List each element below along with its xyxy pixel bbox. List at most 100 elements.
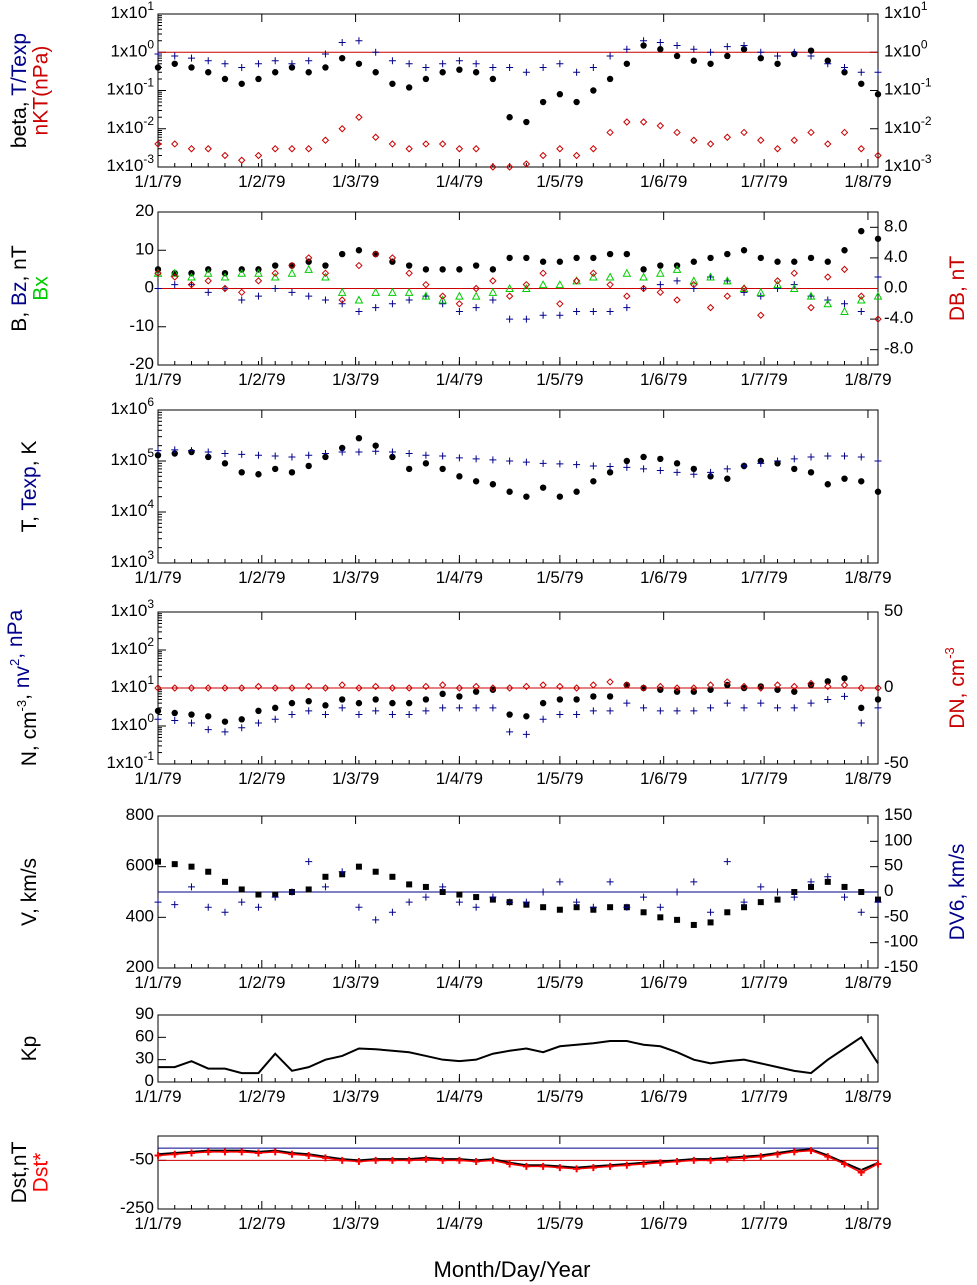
data-point [255,75,262,83]
data-point [690,57,698,64]
data-point [321,684,330,692]
panel-frame [157,1135,879,1210]
data-point [707,468,715,476]
y-right-tick-label: 0 [884,881,893,900]
data-point [187,280,196,289]
data-point [589,145,598,153]
data-point [790,704,798,712]
data-point [388,300,396,308]
data-point [355,60,363,67]
data-point [238,898,246,906]
data-point [522,730,530,738]
data-point [371,682,380,691]
data-point [422,682,430,691]
data-point [321,296,329,304]
x-tick-label: 1/8/79 [844,769,891,788]
data-point [807,254,815,262]
data-point [238,1148,246,1156]
data-point [573,488,580,495]
data-point [740,462,748,470]
data-point [254,1149,262,1157]
data-point [372,442,379,449]
data-point [489,1156,497,1164]
data-point [690,45,698,53]
data-point [489,296,497,304]
data-point [254,151,263,160]
data-point [288,262,296,269]
data-point [673,707,681,715]
data-point [690,280,698,289]
y-axis-label-line2: Bx [30,276,53,301]
y-right-tick-label: 1x100 [884,37,928,60]
data-point [154,269,162,277]
y-right-tick-label: -150 [884,957,918,976]
data-point [807,47,815,54]
data-point [690,136,698,144]
data-point [656,682,665,691]
data-point [858,80,865,87]
data-point [824,878,831,885]
x-tick-label: 1/4/79 [436,973,483,992]
data-point [740,682,748,691]
data-point [573,696,580,703]
data-point [254,292,262,300]
data-point [338,250,346,258]
data-point [456,473,463,480]
y-tick-label: 1x106 [110,395,154,418]
data-point [489,704,497,712]
data-point [238,886,245,893]
data-point [572,277,581,285]
data-point [287,268,297,277]
data-point [655,268,665,277]
data-point [656,707,664,715]
data-point [389,80,396,87]
y-tick-label: 1x100 [110,711,154,734]
y-tick-label: 600 [126,856,154,875]
data-point [841,475,848,482]
data-point [187,145,196,153]
data-point [657,46,664,53]
data-point [187,272,196,281]
series-density-0 [154,675,882,725]
data-point [773,145,782,153]
data-point [572,151,581,160]
data-point [774,60,781,67]
series-beta-2 [154,113,882,171]
data-point [774,704,782,712]
data-point [606,463,614,471]
data-point [506,63,514,71]
data-point [422,451,430,459]
data-point [573,307,581,315]
data-point [288,453,296,461]
data-point [472,1158,480,1166]
data-point [204,448,212,456]
data-point [171,273,179,281]
panel-frame [157,409,879,564]
data-point [455,1156,463,1164]
data-point [656,122,665,130]
data-point [338,296,346,304]
data-point [657,262,664,269]
y-tick-label: -20 [129,354,154,373]
data-point [188,863,195,870]
data-point [405,262,413,269]
data-point [841,69,848,76]
data-point [573,254,580,262]
data-point [790,136,798,144]
data-point [322,64,329,71]
y-right-tick-label: 0.0 [884,278,908,297]
data-point [154,64,162,71]
data-point [606,678,614,686]
data-point [690,921,697,928]
data-point [640,909,647,916]
data-point [355,37,363,45]
data-point [221,728,229,736]
data-point [338,868,346,876]
data-point [723,1155,731,1163]
data-point [388,287,397,296]
data-point [204,288,212,296]
data-point [389,873,396,880]
data-point [790,269,798,277]
data-point [439,266,446,273]
data-point [840,265,849,274]
